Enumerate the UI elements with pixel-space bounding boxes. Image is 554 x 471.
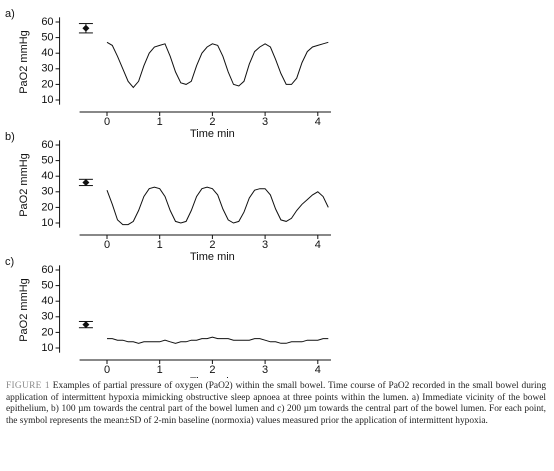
- data-line: [106, 186, 329, 226]
- x-axis-label: Time min: [190, 376, 235, 378]
- x-tick-label: 4: [315, 364, 321, 376]
- data-line: [107, 336, 329, 344]
- y-tick-label: 40: [41, 295, 53, 307]
- y-axis-label: PaO2 mmHg: [18, 30, 30, 94]
- y-tick-label: 60: [41, 139, 53, 151]
- x-tick-label: 3: [262, 364, 268, 376]
- y-tick-label: 30: [41, 63, 53, 75]
- y-tick-label: 40: [41, 170, 53, 182]
- x-tick-label: 1: [157, 364, 163, 376]
- x-tick-label: 3: [262, 239, 268, 251]
- y-tick-label: 20: [41, 201, 53, 213]
- x-tick-label: 3: [262, 116, 268, 128]
- x-axis-label: Time min: [190, 251, 235, 263]
- y-tick-label: 20: [41, 326, 53, 338]
- x-tick-label: 4: [315, 239, 321, 251]
- x-tick-label: 2: [209, 364, 215, 376]
- y-axis-label: PaO2 mmHg: [18, 153, 30, 217]
- x-tick-label: 4: [315, 116, 321, 128]
- x-tick-label: 1: [157, 239, 163, 251]
- x-tick-label: 2: [209, 239, 215, 251]
- data-line: [106, 41, 329, 89]
- caption: FIGURE 1 Examples of partial pressure of…: [6, 381, 546, 427]
- x-axis-label: Time min: [190, 128, 235, 140]
- y-tick-label: 60: [41, 264, 53, 276]
- x-tick-label: 0: [104, 364, 110, 376]
- caption-text: Examples of partial pressure of oxygen (…: [6, 381, 547, 426]
- y-tick-label: 10: [41, 217, 53, 229]
- caption-label: FIGURE 1: [6, 381, 50, 391]
- y-tick-label: 20: [41, 78, 53, 90]
- y-axis-label: PaO2 mmHg: [18, 278, 30, 342]
- y-tick-label: 10: [41, 342, 53, 354]
- y-tick-label: 50: [41, 155, 53, 167]
- y-tick-label: 30: [41, 186, 53, 198]
- mean-point: [82, 178, 90, 186]
- x-tick-label: 1: [157, 116, 163, 128]
- y-tick-label: 10: [41, 94, 53, 106]
- x-tick-label: 0: [104, 116, 110, 128]
- panel-label: c): [5, 256, 14, 268]
- x-tick-label: 0: [104, 239, 110, 251]
- mean-point: [82, 321, 90, 329]
- y-tick-label: 30: [41, 311, 53, 323]
- mean-point: [82, 24, 90, 32]
- y-tick-label: 60: [41, 16, 53, 28]
- y-tick-label: 50: [41, 32, 53, 44]
- panel-label: a): [5, 8, 15, 20]
- y-tick-label: 40: [41, 47, 53, 59]
- panel-label: b): [5, 131, 15, 143]
- y-tick-label: 50: [41, 280, 53, 292]
- x-tick-label: 2: [209, 116, 215, 128]
